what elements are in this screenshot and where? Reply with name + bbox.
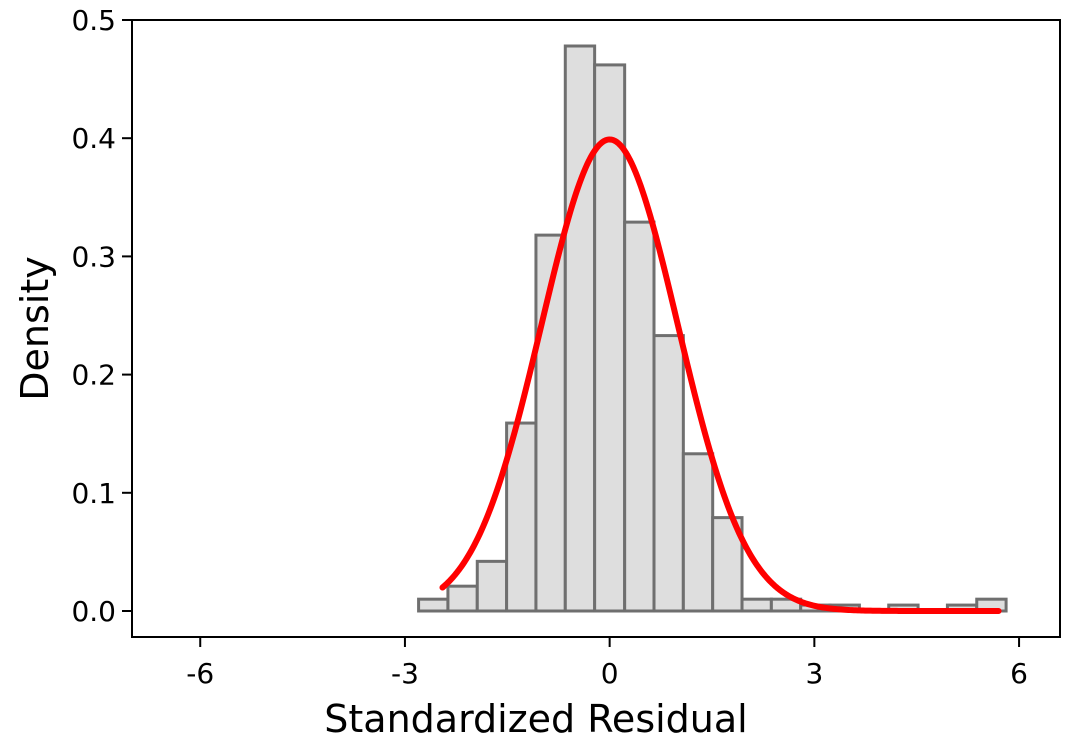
y-axis-ticks: 0.0 0.1 0.2 0.3 0.4 0.5 xyxy=(71,4,132,628)
x-tick-label: -3 xyxy=(391,657,419,690)
y-axis-title: Density xyxy=(13,256,57,400)
histogram-bar xyxy=(475,559,509,613)
histogram-bar xyxy=(681,452,715,613)
x-axis-ticks: -6 -3 0 3 6 xyxy=(186,637,1028,690)
y-tick-label: 0.0 xyxy=(71,595,116,628)
plot-frame xyxy=(131,19,1061,638)
x-axis-title: Standardized Residual xyxy=(324,697,747,741)
x-tick-label: 3 xyxy=(805,657,823,690)
y-tick-label: 0.2 xyxy=(71,359,116,392)
histogram-bar xyxy=(740,597,773,613)
histogram-bars xyxy=(417,44,1008,613)
y-tick-label: 0.4 xyxy=(71,122,116,155)
y-tick-label: 0.5 xyxy=(71,4,116,37)
normal-density-curve xyxy=(439,136,1002,614)
x-tick-label: 0 xyxy=(601,657,619,690)
histogram-bar xyxy=(446,584,479,613)
histogram-bar xyxy=(505,421,538,613)
histogram-bar xyxy=(623,220,656,613)
histogram-bar xyxy=(711,516,744,613)
x-tick-label: 6 xyxy=(1010,657,1028,690)
histogram-bar xyxy=(417,597,450,613)
y-tick-label: 0.1 xyxy=(71,477,116,510)
histogram-bar xyxy=(593,63,627,613)
y-tick-label: 0.3 xyxy=(71,240,116,273)
histogram-bar xyxy=(652,334,685,613)
histogram-bar xyxy=(563,44,597,613)
x-tick-label: -6 xyxy=(186,657,214,690)
